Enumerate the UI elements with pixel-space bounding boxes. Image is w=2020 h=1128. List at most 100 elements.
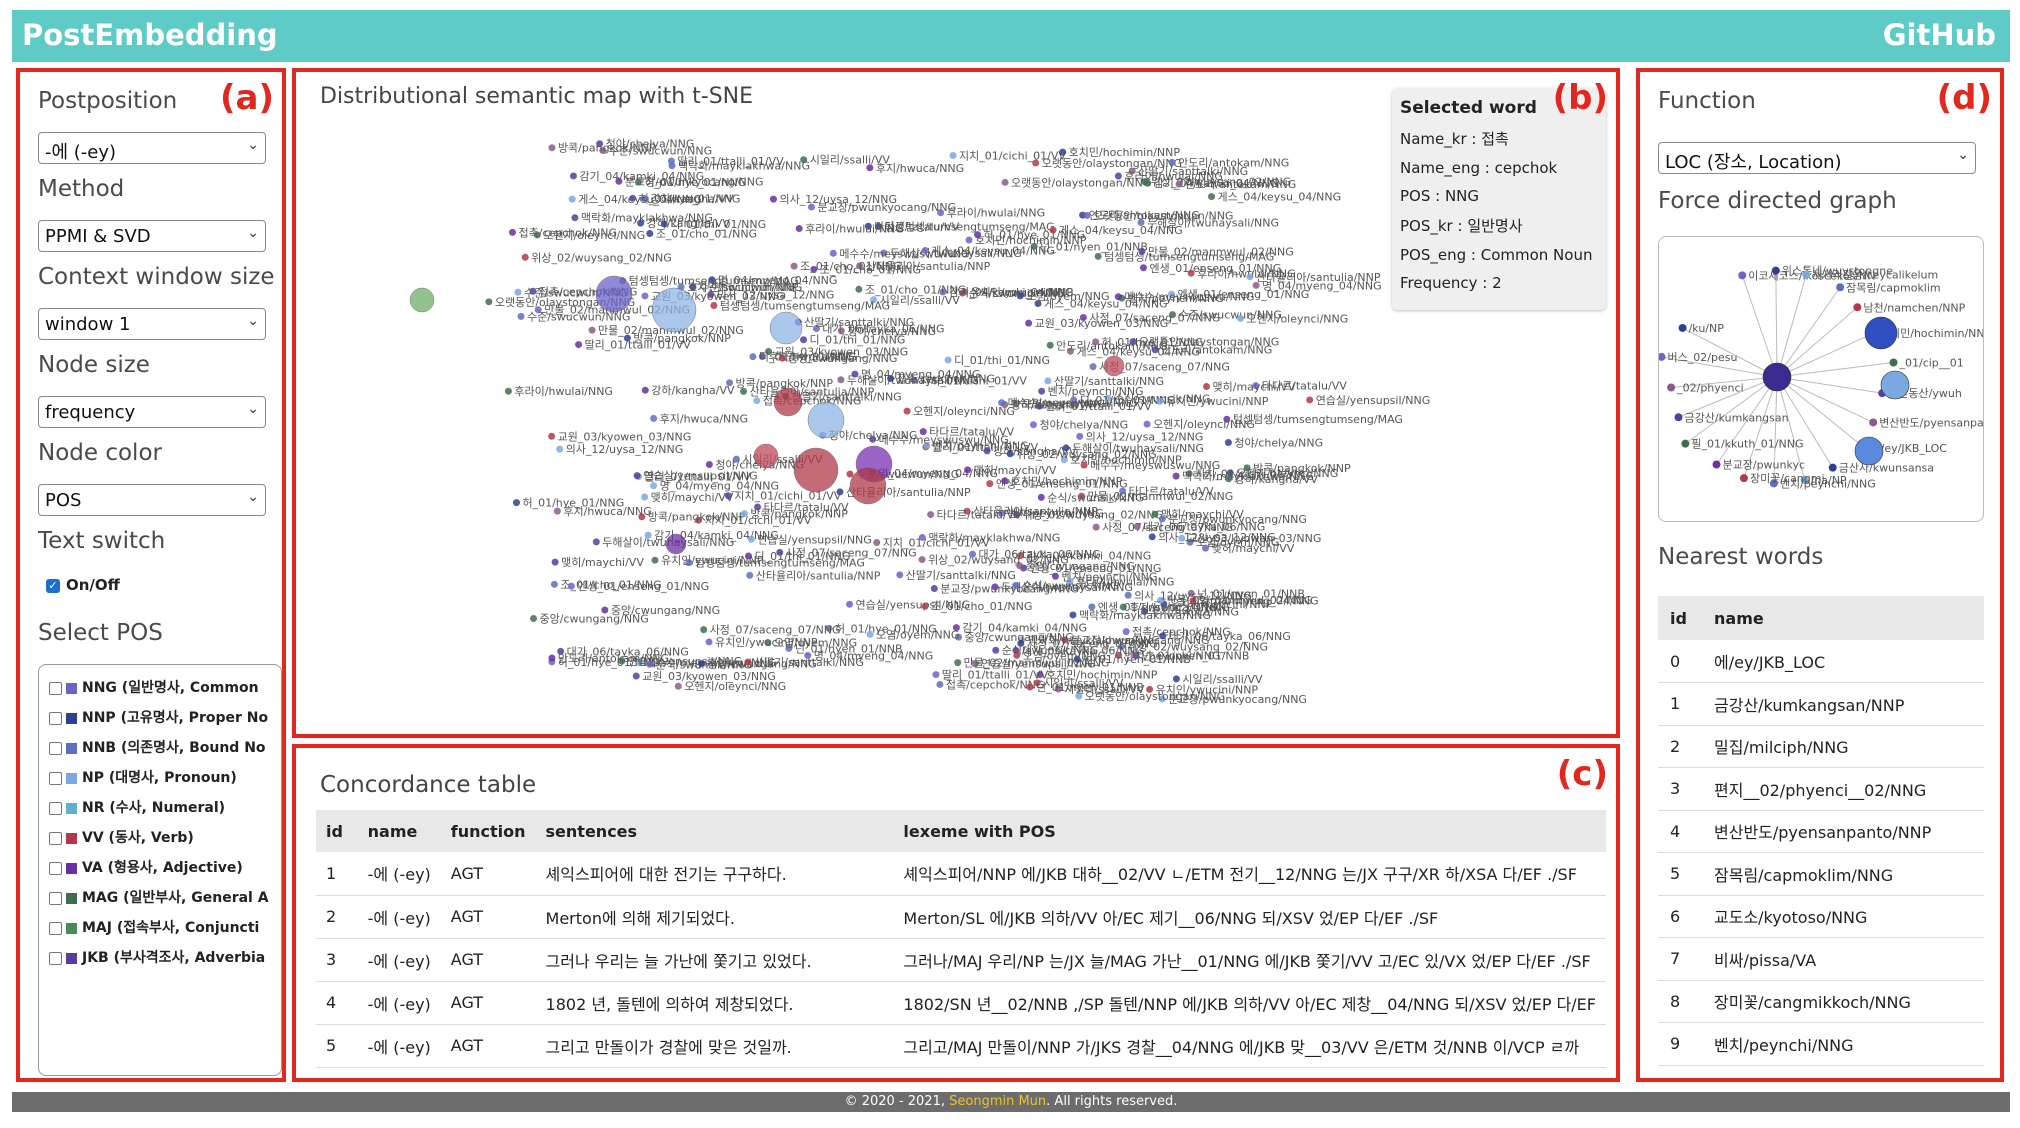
word-node[interactable] (812, 325, 820, 333)
word-node[interactable] (1128, 167, 1136, 175)
word-node[interactable] (1044, 377, 1052, 385)
word-node[interactable] (637, 219, 645, 227)
word-node[interactable] (776, 548, 784, 556)
word-node[interactable] (651, 556, 659, 564)
word-node[interactable] (632, 672, 640, 680)
col-sentences[interactable]: sentences (535, 810, 894, 852)
pos-option[interactable]: NNP (고유명사, Proper No (39, 701, 281, 731)
word-node[interactable] (521, 253, 529, 261)
word-node[interactable] (1103, 355, 1125, 377)
word-node[interactable] (1236, 314, 1244, 322)
nearest-word-row[interactable]: 2 밀집/milciph/NNG (1658, 725, 1984, 768)
graph-hub-node[interactable] (1864, 316, 1898, 350)
word-node[interactable] (1051, 572, 1059, 580)
word-node[interactable] (1062, 444, 1070, 452)
word-node[interactable] (807, 401, 845, 439)
word-node[interactable] (1066, 577, 1074, 585)
word-node[interactable] (732, 455, 740, 463)
col-lexeme[interactable]: lexeme with POS (893, 810, 1606, 852)
nearest-word-row[interactable]: 5 잠목림/capmoklim/NNG (1658, 852, 1984, 896)
nearest-word-row[interactable]: 3 편지__02/phyenci__02/NNG (1658, 767, 1984, 811)
word-node[interactable] (1143, 420, 1151, 428)
node-size-select[interactable]: frequency ⌄ (38, 396, 266, 428)
word-node[interactable] (866, 164, 874, 172)
word-node[interactable] (851, 370, 859, 378)
word-node[interactable] (641, 493, 649, 501)
word-node[interactable] (1049, 226, 1057, 234)
word-node[interactable] (983, 447, 991, 455)
word-node[interactable] (937, 209, 945, 217)
word-node[interactable] (1226, 469, 1234, 477)
word-node[interactable] (1186, 538, 1194, 546)
word-node[interactable] (769, 311, 803, 345)
force-graph-svg[interactable]: 이코세코스/ikoscekos/NN위스통네/wuystongne제자리걸음/c… (1659, 237, 1984, 522)
word-node[interactable] (1124, 591, 1132, 599)
checkbox[interactable] (49, 681, 62, 695)
word-node[interactable] (903, 407, 911, 415)
pos-option[interactable]: MAJ (접속부사, Conjuncti (39, 911, 281, 941)
word-node[interactable] (726, 379, 734, 387)
graph-hub-node[interactable] (1880, 370, 1910, 400)
word-node[interactable] (1006, 450, 1014, 458)
pos-option[interactable]: VA (형용사, Adjective) (39, 851, 281, 881)
word-node[interactable] (550, 580, 558, 588)
context-window-select[interactable]: window 1 ⌄ (38, 308, 266, 340)
text-switch-checkbox[interactable]: ✓ On/Off (46, 576, 120, 594)
word-node[interactable] (1037, 493, 1045, 501)
word-node[interactable] (1169, 311, 1177, 319)
word-node[interactable] (553, 507, 561, 515)
word-node[interactable] (708, 276, 716, 284)
word-node[interactable] (764, 638, 772, 646)
word-node[interactable] (700, 626, 708, 634)
graph-node[interactable] (1739, 474, 1748, 483)
checkbox[interactable] (49, 741, 62, 755)
word-node[interactable] (504, 387, 512, 395)
word-node[interactable] (548, 144, 556, 152)
word-node[interactable] (1172, 675, 1180, 683)
brand-title[interactable]: PostEmbedding (22, 18, 278, 52)
graph-node[interactable] (1678, 323, 1687, 332)
nearest-word-row[interactable]: 0 에/ey/JKB_LOC (1658, 640, 1984, 683)
word-node[interactable] (1133, 523, 1141, 531)
word-node[interactable] (849, 467, 887, 505)
word-node[interactable] (509, 228, 517, 236)
word-node[interactable] (557, 647, 565, 655)
graph-node[interactable] (1802, 270, 1811, 279)
word-node[interactable] (793, 447, 839, 493)
word-node[interactable] (991, 583, 999, 591)
word-node[interactable] (836, 488, 844, 496)
word-node[interactable] (825, 624, 833, 632)
word-node[interactable] (551, 558, 559, 566)
word-node[interactable] (601, 606, 609, 614)
word-node[interactable] (918, 556, 926, 564)
word-node[interactable] (512, 499, 520, 507)
word-node[interactable] (1059, 148, 1067, 156)
word-node[interactable] (1060, 456, 1068, 464)
word-node[interactable] (569, 172, 577, 180)
word-node[interactable] (1001, 178, 1009, 186)
word-node[interactable] (568, 195, 576, 203)
function-select[interactable]: LOC (장소, Location) ⌄ (1658, 142, 1976, 174)
concordance-row[interactable]: 4 -에 (-ey) AGT 1802 년, 돌텐에 의하여 제창되었다. 1802/S… (316, 981, 1606, 1025)
word-node[interactable] (800, 336, 808, 344)
word-node[interactable] (1083, 211, 1091, 219)
word-node[interactable] (1115, 651, 1123, 659)
word-node[interactable] (695, 516, 703, 524)
word-node[interactable] (921, 602, 929, 610)
word-node[interactable] (744, 658, 752, 666)
word-node[interactable] (754, 503, 762, 511)
graph-node[interactable] (1769, 479, 1778, 488)
word-node[interactable] (965, 236, 973, 244)
graph-node[interactable] (1836, 283, 1845, 292)
word-node[interactable] (1119, 603, 1127, 611)
graph-node[interactable] (1853, 303, 1862, 312)
word-node[interactable] (807, 203, 815, 211)
word-node[interactable] (1001, 477, 1009, 485)
word-node[interactable] (697, 660, 705, 668)
word-node[interactable] (746, 571, 754, 579)
word-node[interactable] (880, 249, 888, 257)
word-node[interactable] (1243, 464, 1251, 472)
word-node[interactable] (749, 353, 757, 361)
word-node[interactable] (646, 230, 654, 238)
word-node[interactable] (1013, 651, 1021, 659)
